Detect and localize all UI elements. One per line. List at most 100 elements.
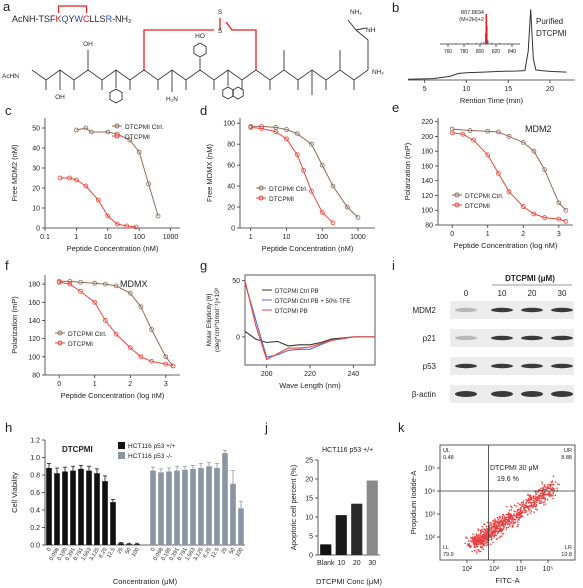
x-tick-label: 10⁴ xyxy=(516,566,527,573)
event-dot xyxy=(464,542,466,545)
x-tick-label: 100 xyxy=(131,547,141,558)
blot-band xyxy=(455,391,477,397)
event-dot xyxy=(473,549,476,552)
event-dot xyxy=(529,494,532,497)
guanidine xyxy=(347,19,369,70)
event-dot xyxy=(500,519,503,521)
event-dot xyxy=(536,499,539,502)
bar xyxy=(174,470,180,545)
event-dot xyxy=(492,541,494,544)
x-tick-label: 0 xyxy=(46,547,53,553)
event-dot xyxy=(512,517,514,519)
event-dot xyxy=(507,512,510,515)
event-dot xyxy=(517,523,520,526)
event-dot xyxy=(495,521,498,524)
event-dot xyxy=(473,541,475,543)
error-bar xyxy=(135,542,139,545)
x-tick-label: 3 xyxy=(557,231,561,238)
x-axis-label: FITC-A xyxy=(495,576,519,585)
event-dot xyxy=(508,509,511,512)
legend-marker xyxy=(258,195,264,201)
bar xyxy=(230,483,236,545)
data-point xyxy=(485,128,491,134)
data-point xyxy=(138,304,144,310)
event-dot xyxy=(520,507,522,509)
ring xyxy=(222,86,244,100)
panel-letter: k xyxy=(398,420,405,435)
event-dot xyxy=(486,543,489,546)
y-tick-label: 20 xyxy=(227,205,235,212)
event-dot xyxy=(480,543,482,545)
sequence-residue: AcNH-TSF xyxy=(12,14,56,24)
error-bar xyxy=(127,542,131,545)
event-dot xyxy=(530,496,532,498)
blot-band xyxy=(551,363,573,369)
event-dot xyxy=(537,497,540,499)
y-tick-label: 60 xyxy=(227,163,235,170)
data-point xyxy=(127,137,133,143)
y-tick-label: 80 xyxy=(227,142,235,149)
event-dot xyxy=(515,505,518,508)
y-tick-label: 40 xyxy=(227,184,235,191)
data-point xyxy=(556,216,562,222)
data-point xyxy=(83,125,89,131)
event-dot xyxy=(473,546,476,548)
data-point xyxy=(149,358,154,364)
panel-letter: g xyxy=(200,258,207,273)
event-dot xyxy=(494,534,497,537)
event-dot xyxy=(516,521,519,523)
event-dot xyxy=(485,544,487,547)
data-point xyxy=(542,215,547,221)
data-point xyxy=(102,318,108,323)
event-dot xyxy=(526,513,529,516)
y-tick-label: 140 xyxy=(421,178,433,185)
x-tick-label: Blank xyxy=(317,560,335,567)
event-dot xyxy=(484,532,486,534)
event-dot xyxy=(489,536,492,538)
x-tick-label: 3 xyxy=(164,381,168,388)
x-axis-label: Peptide Concentration (nM) xyxy=(262,244,354,253)
blot-band xyxy=(455,307,477,313)
event-dot xyxy=(494,520,496,522)
data-point xyxy=(284,136,289,142)
data-point xyxy=(355,215,361,220)
legend-swatch xyxy=(118,452,125,459)
event-dot xyxy=(532,501,534,504)
event-dot xyxy=(547,494,550,496)
event-dot xyxy=(477,541,480,543)
event-dot xyxy=(502,533,505,535)
x-tick-label: 2 xyxy=(521,231,525,238)
error-bar xyxy=(223,450,227,454)
event-dot xyxy=(472,537,474,539)
event-dot xyxy=(477,548,480,551)
panel-letter: c xyxy=(5,103,12,118)
data-point xyxy=(78,288,83,294)
y-axis-label: Molar Ellipticity [θ] xyxy=(206,294,213,347)
legend-label: DTCPMI Ctrl PB + 50% TFE xyxy=(275,299,350,305)
event-dot xyxy=(543,486,546,488)
event-dot xyxy=(499,526,501,528)
event-dot xyxy=(522,500,525,502)
x-tick-label: 2 xyxy=(128,381,132,388)
event-dot xyxy=(519,516,521,519)
row-label: β-actin xyxy=(412,390,436,399)
event-dot xyxy=(508,523,511,525)
sequence-residue: R xyxy=(106,14,113,24)
y-tick-label: 25 xyxy=(305,458,313,465)
event-dot xyxy=(523,509,526,512)
event-dot xyxy=(534,503,536,505)
data-point xyxy=(102,281,108,287)
data-point xyxy=(330,220,336,226)
bar xyxy=(86,470,92,545)
event-dot xyxy=(541,483,544,485)
event-dot xyxy=(538,499,541,502)
bar xyxy=(335,515,347,555)
row-label: p21 xyxy=(423,334,437,343)
y-tick-label: 5 xyxy=(309,534,313,541)
bar xyxy=(182,469,188,545)
event-dot xyxy=(472,543,475,545)
x-tick-label: 820 xyxy=(492,49,501,55)
event-dot xyxy=(512,522,515,525)
event-dot xyxy=(528,510,530,512)
event-dot xyxy=(517,518,520,521)
